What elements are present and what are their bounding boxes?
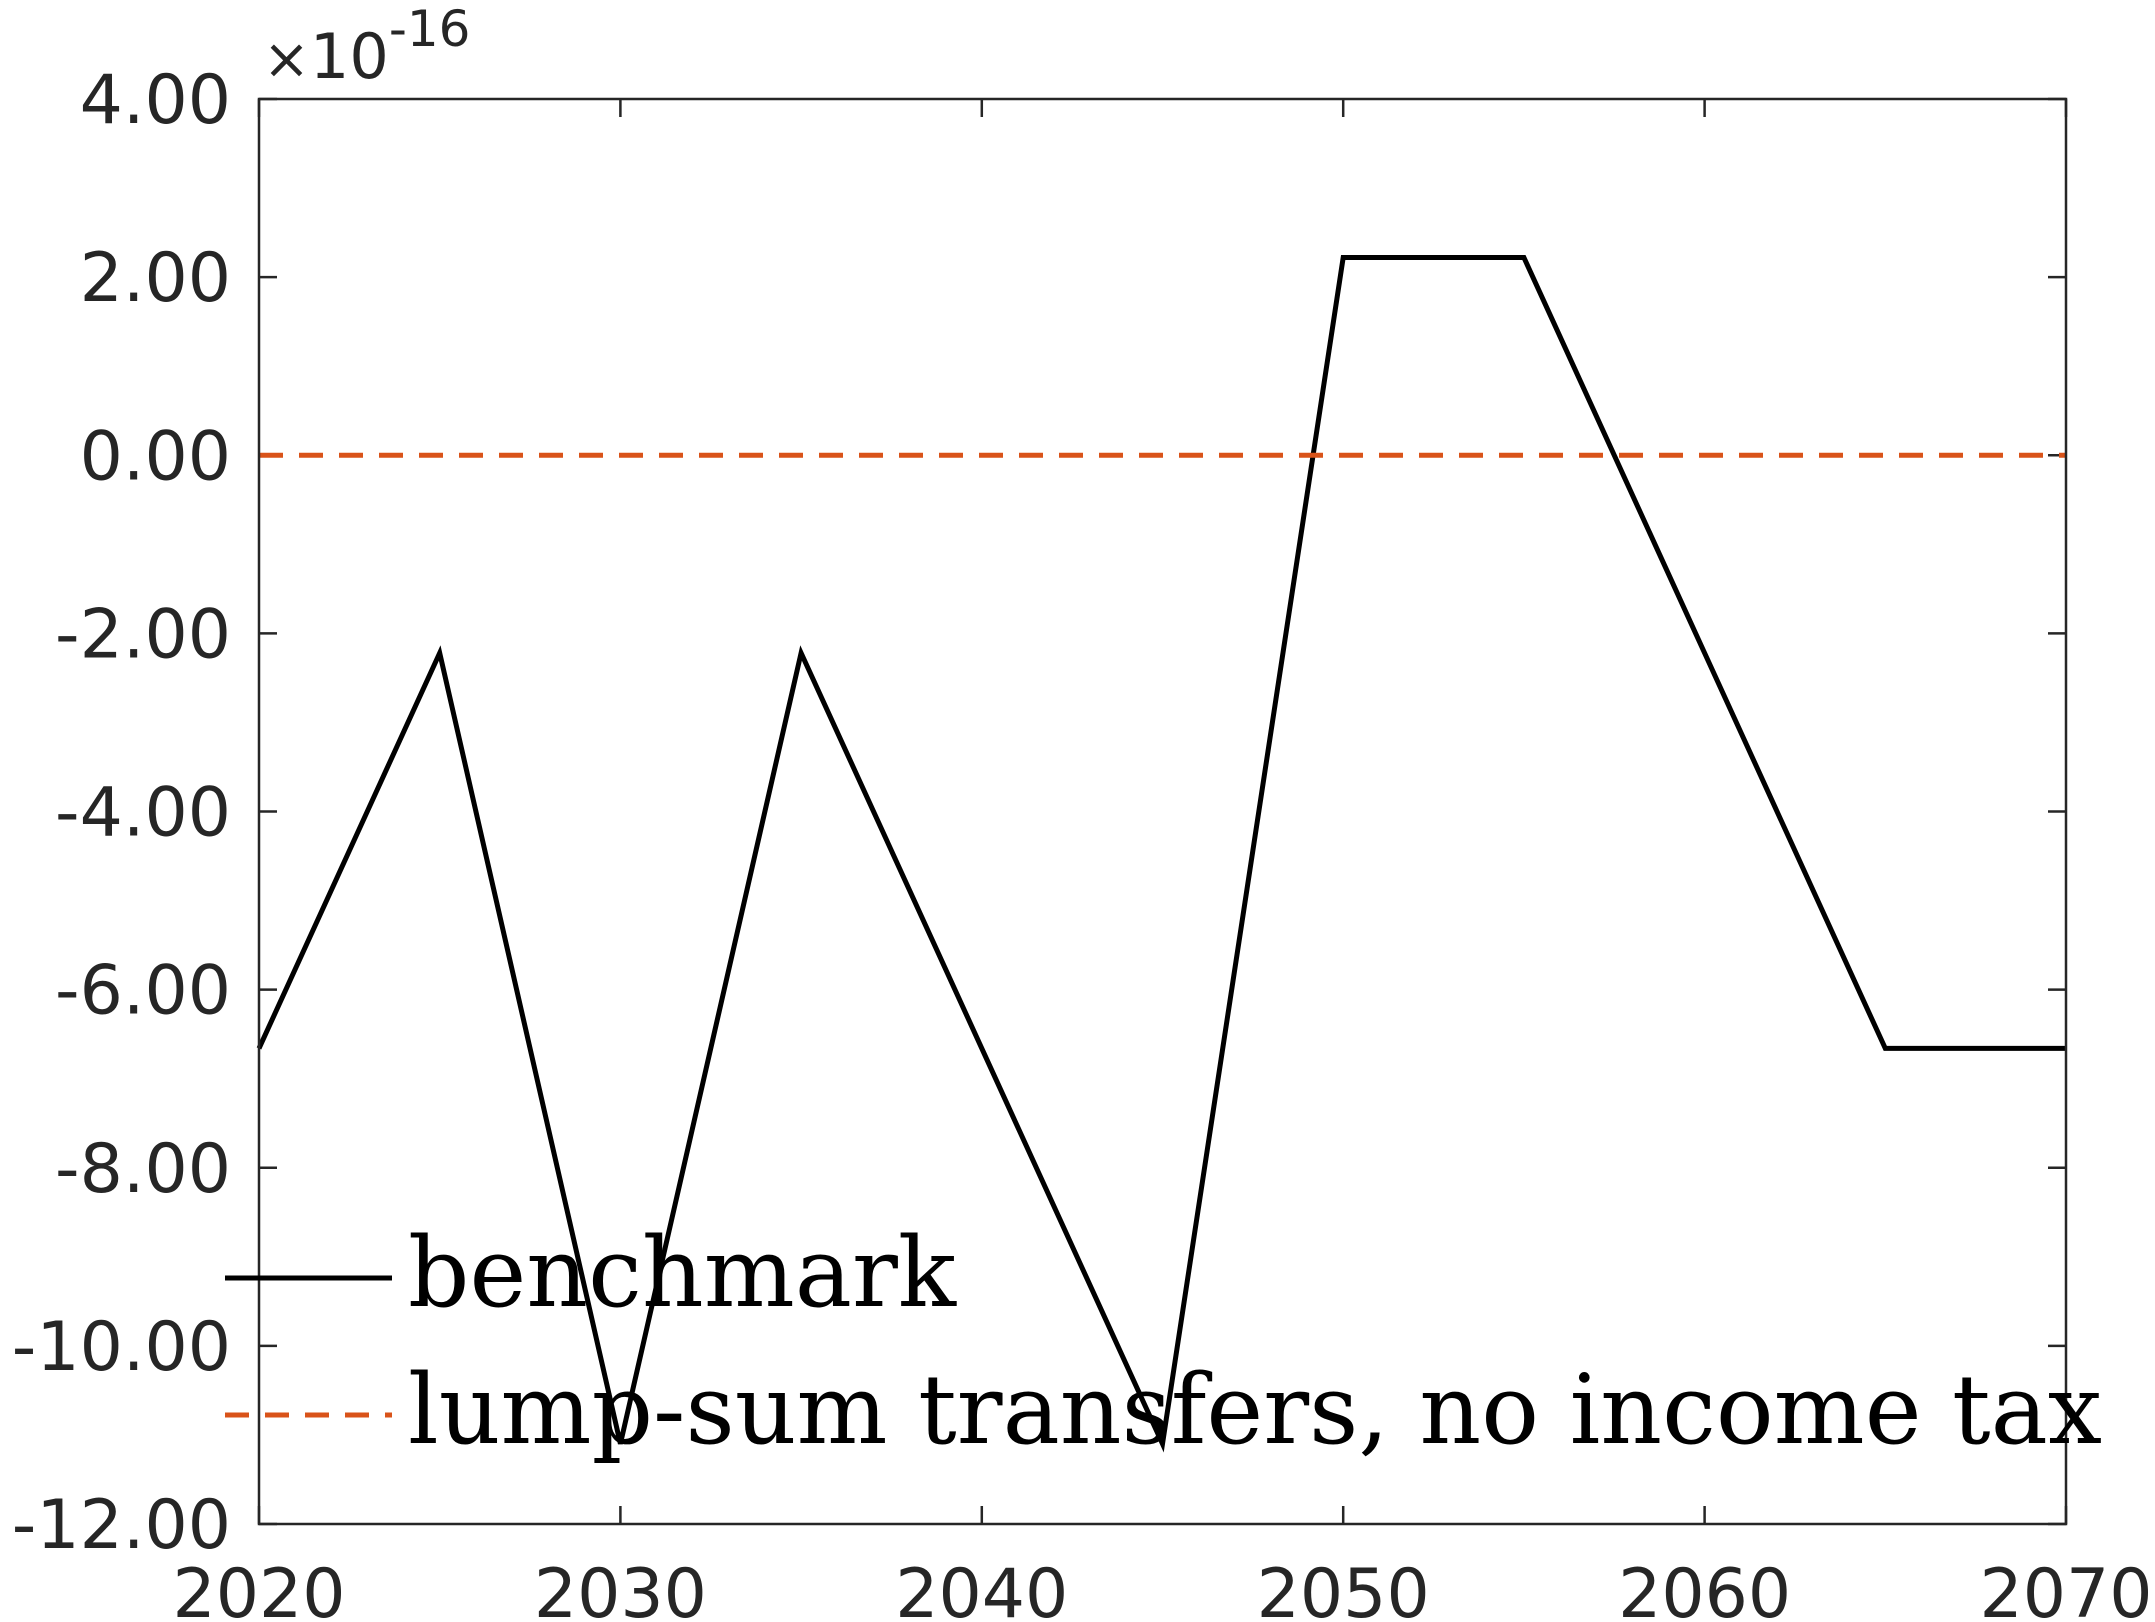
x-tick-label: 2050: [1257, 1555, 1430, 1622]
y-tick-label: 0.00: [80, 417, 231, 496]
series-line-benchmark: [256, 255, 2066, 1453]
series-layer: [256, 255, 2066, 1453]
x-tick-label: 2030: [534, 1555, 707, 1622]
x-tick-label: 2060: [1618, 1555, 1791, 1622]
y-tick-label: 2.00: [80, 239, 231, 318]
x-tick-label: 2020: [172, 1555, 345, 1622]
y-tick-label: -12.00: [12, 1486, 231, 1565]
y-tick-label: -4.00: [55, 774, 231, 853]
y-tick-label: -2.00: [55, 595, 231, 674]
y-tick-label: 4.00: [80, 61, 231, 140]
y-tick-label: -10.00: [12, 1308, 231, 1387]
y-tick-label: -6.00: [55, 952, 231, 1031]
y-tick-label: -8.00: [55, 1130, 231, 1209]
legend-label-lump-sum: lump-sum transfers, no income tax: [408, 1354, 2102, 1466]
legend-label-benchmark: benchmark: [408, 1217, 957, 1329]
plot-frame: [257, 97, 2068, 1526]
y-exponent-label: ×10-16: [263, 0, 471, 93]
x-tick-label: 2040: [895, 1555, 1068, 1622]
plot-area: [259, 99, 2066, 1524]
legend: benchmark lump-sum transfers, no income …: [225, 1217, 2102, 1466]
x-tick-label: 2070: [1979, 1555, 2152, 1622]
y-tick-labels: 4.00 2.00 0.00 -2.00 -4.00 -6.00 -8.00 -10.00 -1…: [12, 61, 231, 1565]
x-tick-labels: 2020 2030 2040 2050 2060 2070: [172, 1555, 2152, 1622]
